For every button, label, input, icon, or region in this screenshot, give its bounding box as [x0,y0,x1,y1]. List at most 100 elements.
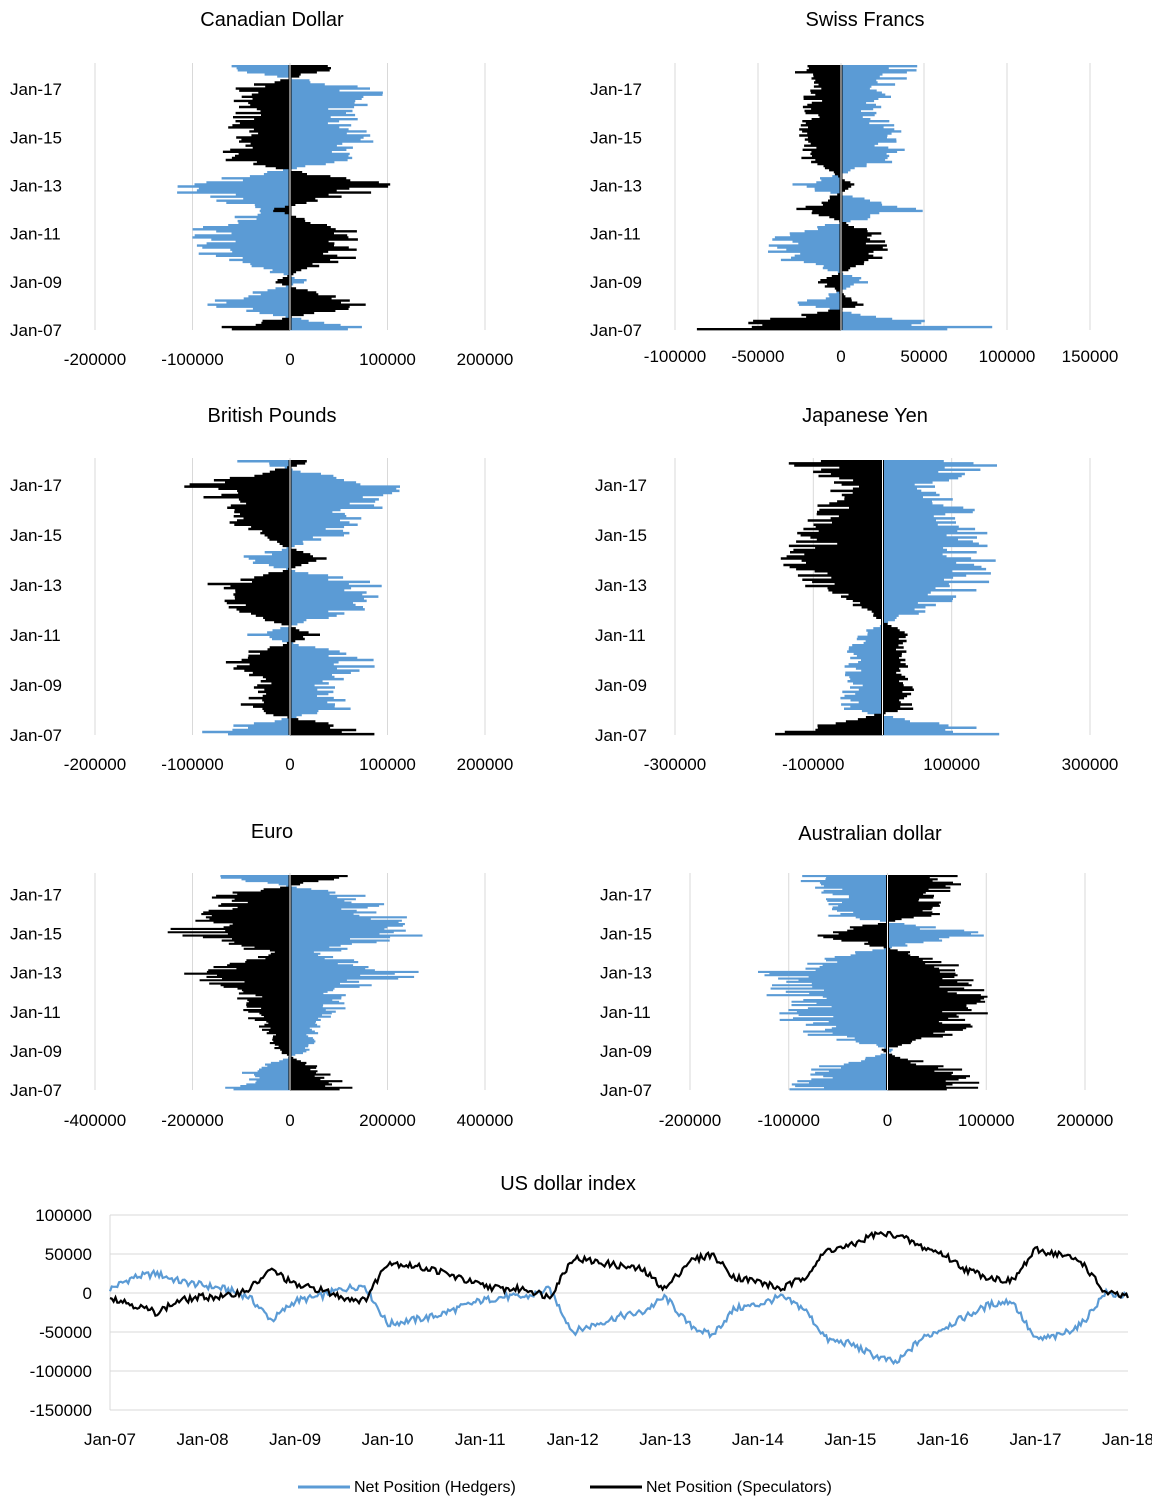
series-hedgers-bars [758,875,984,1091]
y-tick-label: Jan-11 [10,1003,61,1022]
series-speculators-bars [221,65,391,331]
x-tick-label: Jan-10 [362,1430,414,1449]
series-hedgers-bars [220,875,423,1091]
y-tick-label: Jan-17 [10,886,62,905]
x-tick-label: 100000 [979,347,1036,366]
x-tick-label: 300000 [1062,755,1119,774]
y-tick-label: Jan-11 [595,626,646,645]
y-tick-label: Jan-11 [10,225,61,244]
series-hedgers-bars [177,65,383,331]
x-tick-label: Jan-07 [84,1430,136,1449]
x-tick-label: Jan-14 [732,1430,784,1449]
legend-label-hedgers: Net Position (Hedgers) [354,1479,516,1496]
y-tick-label: Jan-13 [10,176,62,195]
x-tick-label: -50000 [732,347,785,366]
x-tick-label: -100000 [161,350,223,369]
panel-4 [94,873,486,1091]
x-tick-label: -100000 [782,755,844,774]
x-tick-label: -400000 [64,1111,126,1130]
y-tick-label: Jan-15 [600,925,652,944]
x-tick-label: 200000 [457,755,514,774]
x-tick-label: Jan-13 [639,1430,691,1449]
y-tick-label: -50000 [39,1323,92,1342]
x-tick-label: 0 [285,755,294,774]
x-tick-label: -300000 [644,755,706,774]
y-tick-label: 100000 [35,1206,92,1225]
x-tick-label: 0 [883,1111,892,1130]
panel-title: Canadian Dollar [200,9,344,31]
y-tick-label: Jan-13 [590,176,642,195]
x-tick-label: -200000 [659,1111,721,1130]
x-tick-label: -100000 [644,347,706,366]
x-tick-label: 0 [285,1111,294,1130]
y-tick-label: Jan-07 [10,1081,62,1100]
y-tick-label: Jan-15 [10,925,62,944]
y-tick-label: Jan-11 [590,225,641,244]
y-tick-label: Jan-09 [10,1042,62,1061]
panel-title: Euro [251,821,293,843]
y-tick-label: Jan-09 [600,1042,652,1061]
y-tick-label: Jan-17 [595,476,647,495]
y-tick-label: Jan-09 [595,676,647,695]
x-tick-label: Jan-18 [1102,1430,1152,1449]
panel-3 [674,458,1091,736]
y-tick-label: -100000 [30,1362,92,1381]
panel-0 [94,63,486,331]
y-tick-label: Jan-07 [590,321,642,340]
x-tick-label: 100000 [923,755,980,774]
x-tick-label: 50000 [900,347,947,366]
x-tick-label: 200000 [457,350,514,369]
series-hedgers-bars [840,460,1000,736]
y-tick-label: Jan-13 [10,964,62,983]
y-tick-label: Jan-13 [595,576,647,595]
x-tick-label: -100000 [758,1111,820,1130]
x-tick-label: 100000 [359,755,416,774]
y-tick-label: Jan-07 [595,726,647,745]
series-hedgers-bars [202,460,400,736]
x-tick-label: -100000 [161,755,223,774]
y-tick-label: Jan-15 [10,128,62,147]
y-tick-label: Jan-15 [590,128,642,147]
x-tick-label: -200000 [161,1111,223,1130]
y-tick-label: Jan-13 [600,964,652,983]
series-hedgers-line [108,1268,1129,1366]
panel-1 [674,63,1091,331]
panel-2 [94,458,486,736]
y-tick-label: Jan-09 [590,273,642,292]
x-tick-label: 100000 [958,1111,1015,1130]
x-tick-label: Jan-16 [917,1430,969,1449]
x-tick-label: 150000 [1062,347,1119,366]
y-tick-label: -150000 [30,1401,92,1420]
series-speculators-bars [184,460,375,736]
x-tick-label: 200000 [359,1111,416,1130]
series-speculators-line [109,1230,1130,1318]
x-tick-label: Jan-08 [177,1430,229,1449]
y-tick-label: Jan-15 [595,526,647,545]
y-tick-label: Jan-09 [10,273,62,292]
y-tick-label: 50000 [45,1245,92,1264]
y-tick-label: Jan-11 [600,1003,651,1022]
panel-title: British Pounds [208,405,337,427]
y-tick-label: Jan-17 [600,886,652,905]
y-tick-label: Jan-09 [10,676,62,695]
y-tick-label: Jan-07 [10,726,62,745]
panel-title: Japanese Yen [802,405,928,427]
y-tick-label: Jan-17 [10,80,62,99]
x-tick-label: 400000 [457,1111,514,1130]
series-speculators-bars [775,460,914,736]
x-tick-label: Jan-11 [455,1430,506,1449]
y-tick-label: Jan-13 [10,576,62,595]
x-tick-label: Jan-17 [1009,1430,1061,1449]
panel-title: Australian dollar [798,823,942,845]
x-tick-label: Jan-15 [824,1430,876,1449]
series-speculators-bars [167,875,353,1091]
y-tick-label: Jan-17 [10,476,62,495]
panel-title: US dollar index [500,1173,636,1195]
x-tick-label: -200000 [64,350,126,369]
y-tick-label: Jan-07 [600,1081,652,1100]
x-tick-label: Jan-09 [269,1430,321,1449]
x-tick-label: -200000 [64,755,126,774]
y-tick-label: Jan-15 [10,526,62,545]
x-tick-label: Jan-12 [547,1430,599,1449]
